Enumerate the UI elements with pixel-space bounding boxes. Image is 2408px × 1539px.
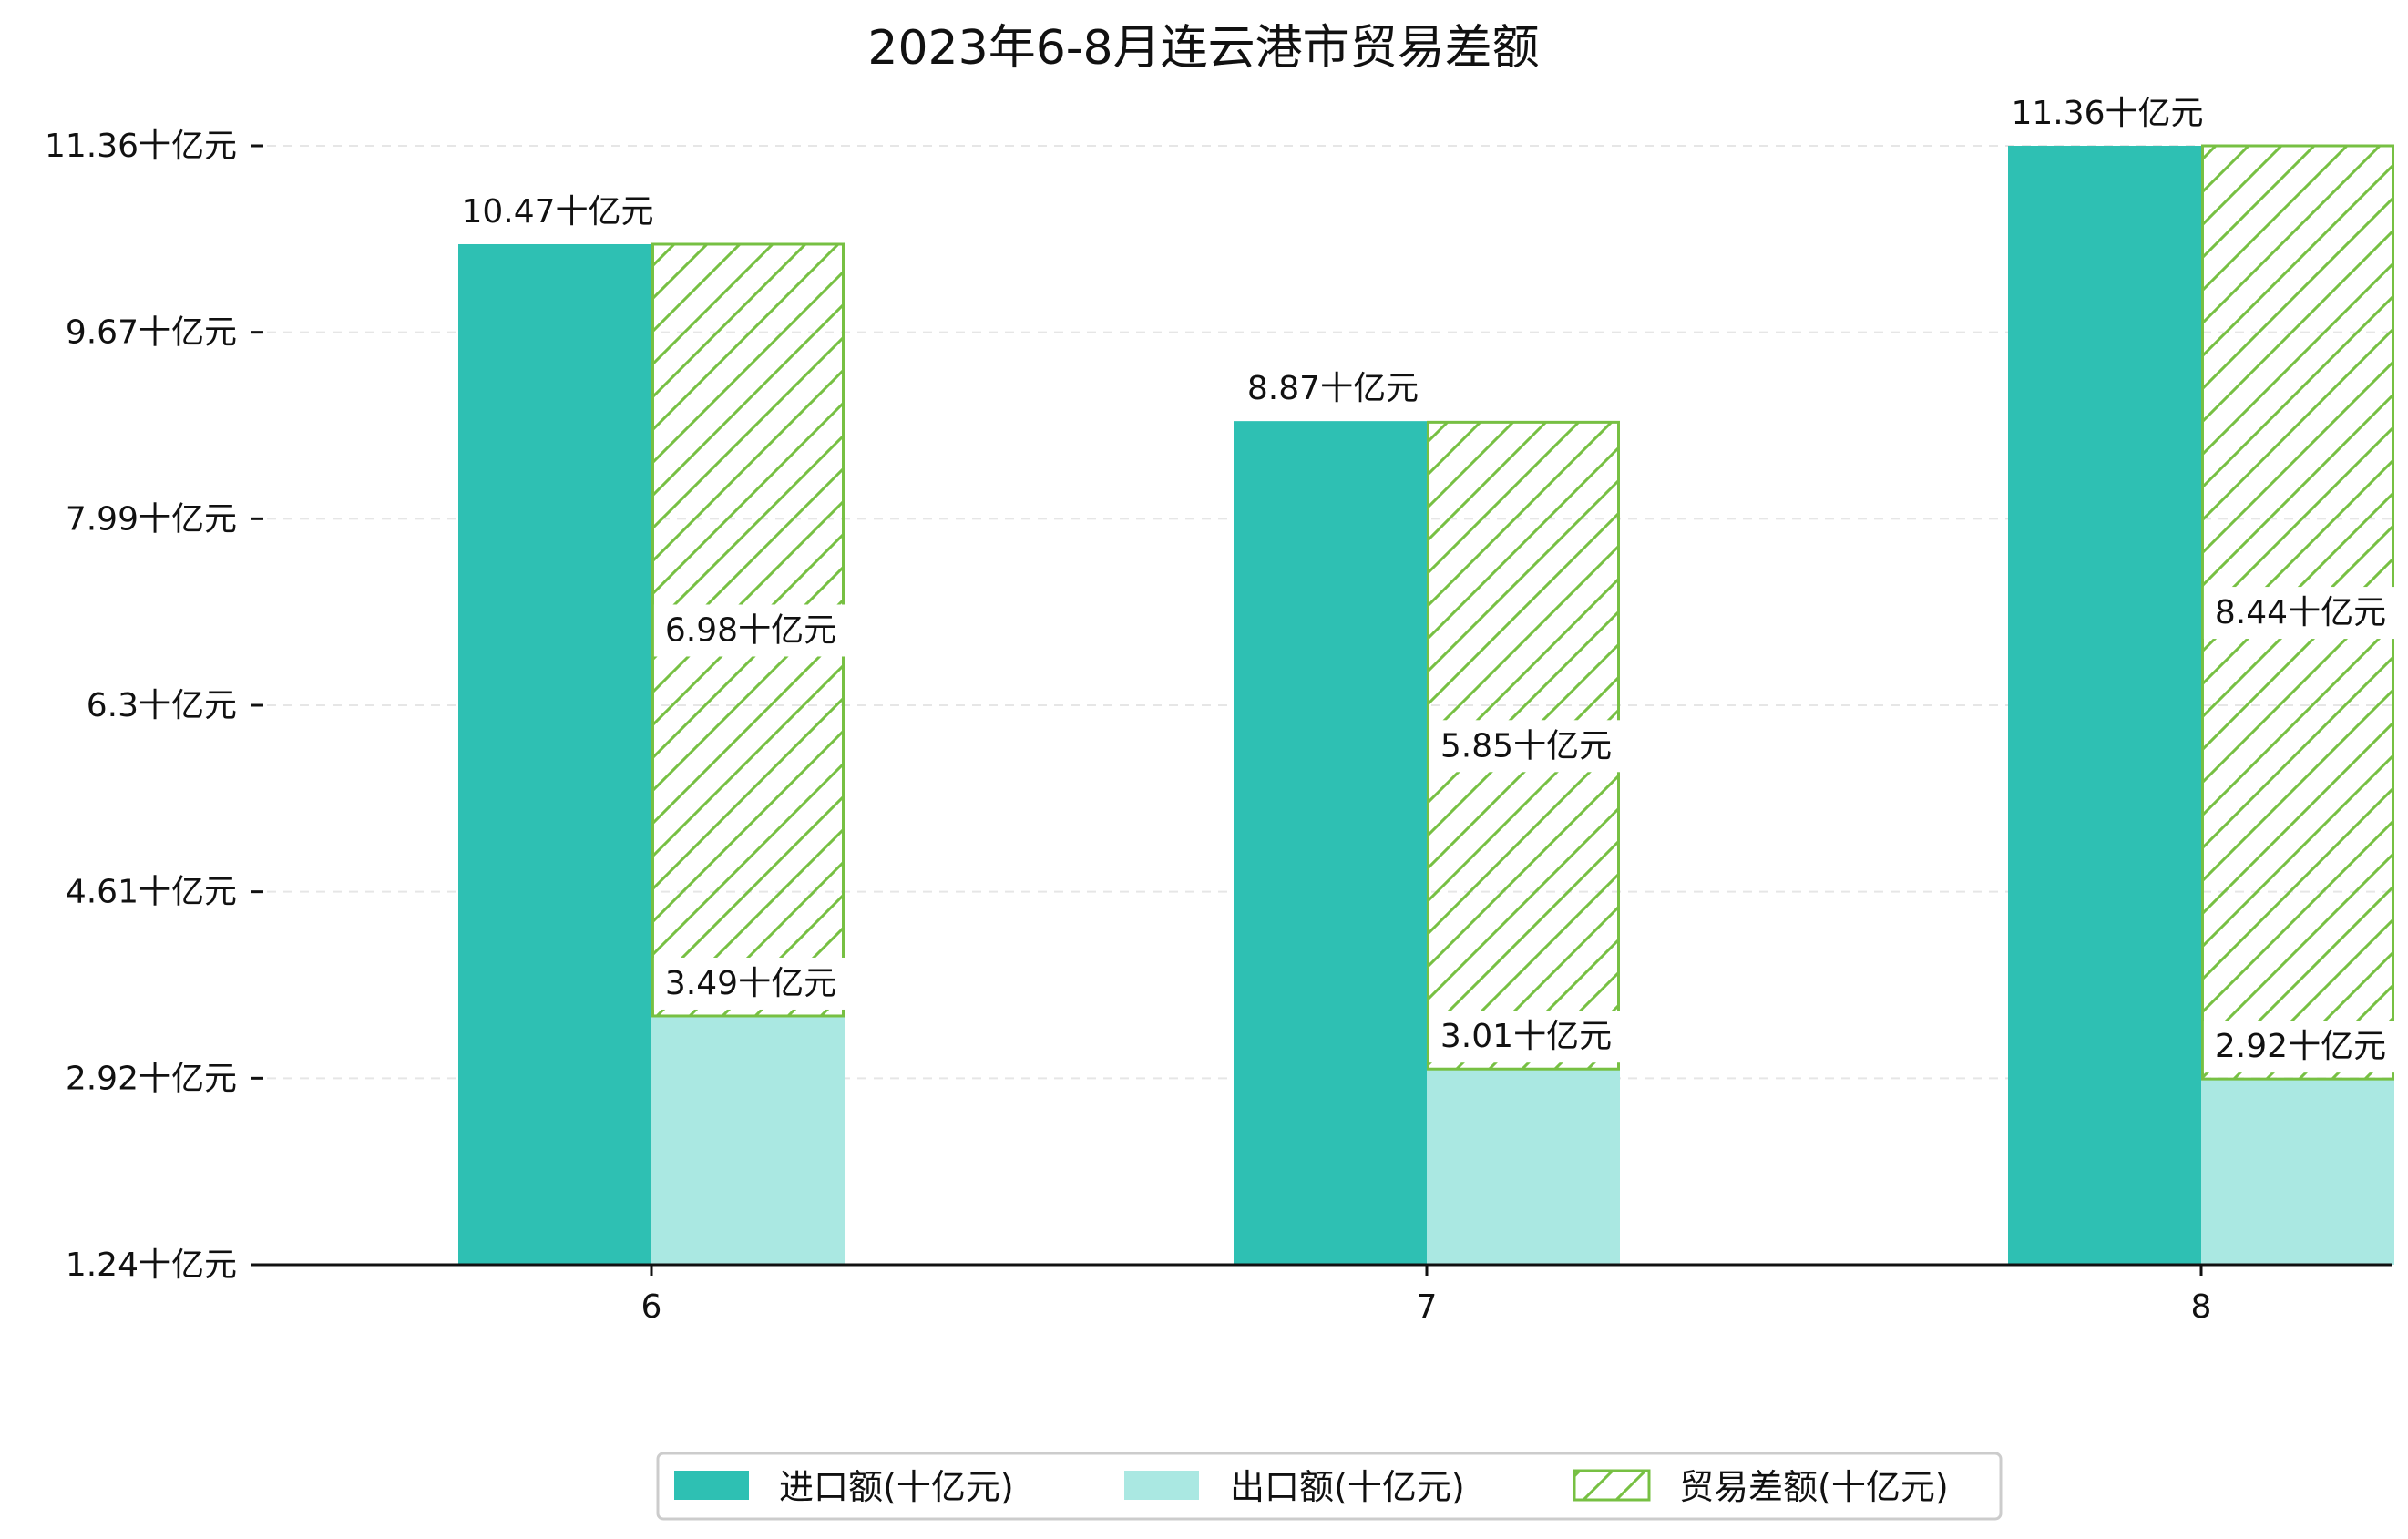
data-label-text: 11.36十亿元 xyxy=(2011,95,2203,132)
data-label-bg xyxy=(1235,363,1430,416)
data-label-text: 3.01十亿元 xyxy=(1440,1018,1612,1055)
legend-label-export: 出口额(十亿元) xyxy=(1230,1467,1465,1507)
data-label-bg xyxy=(653,604,848,657)
data-label-text: 8.44十亿元 xyxy=(2215,594,2386,631)
x-tick-label: 7 xyxy=(1417,1288,1438,1326)
y-tick-label: 4.61十亿元 xyxy=(66,874,237,911)
y-tick-label: 9.67十亿元 xyxy=(66,314,237,352)
legend: 进口额(十亿元) 出口额(十亿元) 贸易差额(十亿元) xyxy=(656,1452,2003,1521)
y-tick-label: 11.36十亿元 xyxy=(45,128,237,165)
x-tick-label: 8 xyxy=(2191,1288,2212,1326)
data-label: 3.49十亿元 xyxy=(653,957,848,1010)
data-label-bg xyxy=(2203,587,2398,640)
data-label-text: 3.49十亿元 xyxy=(665,965,836,1002)
bar-export xyxy=(651,1015,845,1265)
data-label-text: 2.92十亿元 xyxy=(2215,1028,2386,1065)
legend-frame xyxy=(656,1452,2003,1521)
legend-swatch-export xyxy=(1124,1471,1199,1500)
chart-title: 2023年6-8月连云港市贸易差额 xyxy=(867,21,1539,76)
data-label: 2.92十亿元 xyxy=(2203,1021,2398,1073)
data-label: 8.44十亿元 xyxy=(2203,587,2398,640)
bar-export xyxy=(2201,1079,2394,1265)
bars xyxy=(458,144,2394,1265)
y-axis: 1.24十亿元 2.92十亿元 4.61十亿元 6.3十亿元 7.99十亿元 9.67十亿… xyxy=(45,128,263,1284)
data-label-text: 10.47十亿元 xyxy=(461,193,653,231)
y-tick-label: 2.92十亿元 xyxy=(66,1060,237,1097)
bar-import xyxy=(458,243,651,1265)
data-label: 11.36十亿元 xyxy=(2000,87,2215,139)
x-axis: 6 7 8 xyxy=(251,1263,2392,1326)
legend-swatch-import xyxy=(674,1471,749,1500)
legend-label-import: 进口额(十亿元) xyxy=(779,1467,1014,1507)
data-label: 8.87十亿元 xyxy=(1235,363,1430,416)
data-label-text: 6.98十亿元 xyxy=(665,611,836,649)
data-label-bg xyxy=(1429,720,1624,773)
data-label-bg xyxy=(653,957,848,1010)
bar-export xyxy=(1427,1069,1620,1265)
data-label-bg xyxy=(2203,1021,2398,1073)
data-label-bg xyxy=(2000,87,2215,139)
data-labels: 10.47十亿元 3.49十亿元 6.98十亿元 8.87十亿元 3.01十亿元 5.85… xyxy=(450,87,2398,1073)
data-label-bg xyxy=(450,185,665,238)
data-label-text: 5.85十亿元 xyxy=(1440,727,1612,764)
bar-import xyxy=(1234,421,1427,1265)
legend-label-balance: 贸易差额(十亿元) xyxy=(1679,1467,1949,1507)
y-tick-label: 7.99十亿元 xyxy=(66,500,237,538)
bar-import xyxy=(2008,146,2201,1265)
data-label: 5.85十亿元 xyxy=(1429,720,1624,773)
data-label: 3.01十亿元 xyxy=(1429,1011,1624,1063)
data-label-bg xyxy=(1429,1011,1624,1063)
y-tick-label: 1.24十亿元 xyxy=(66,1247,237,1284)
data-label: 10.47十亿元 xyxy=(450,185,665,238)
data-label: 6.98十亿元 xyxy=(653,604,848,657)
x-tick-label: 6 xyxy=(641,1288,662,1326)
legend-swatch-balance xyxy=(1573,1469,1651,1502)
y-tick-label: 6.3十亿元 xyxy=(87,687,237,724)
data-label-text: 8.87十亿元 xyxy=(1247,370,1419,407)
